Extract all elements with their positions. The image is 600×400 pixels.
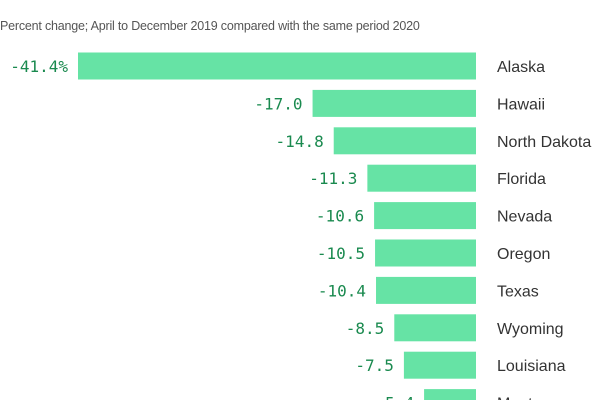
category-label: Montana — [497, 396, 559, 400]
data-label: -5.4 — [376, 394, 415, 400]
category-label: North Dakota — [497, 134, 591, 151]
data-label: -8.5 — [346, 319, 385, 338]
category-label: Oregon — [497, 246, 550, 263]
bar-alaska — [78, 52, 476, 80]
chart-subtitle: Percent change; April to December 2019 c… — [0, 19, 420, 33]
category-label: Hawaii — [497, 96, 545, 113]
bar-nevada — [374, 202, 476, 230]
data-label: -11.3 — [309, 169, 357, 188]
category-label: Alaska — [497, 59, 545, 76]
data-label: -10.5 — [317, 244, 365, 263]
bar-texas — [376, 276, 476, 304]
bar-wyoming — [394, 314, 476, 342]
bar-montana — [424, 389, 476, 400]
data-label: -17.0 — [254, 94, 302, 113]
category-label: Texas — [497, 283, 539, 300]
data-label: -14.8 — [276, 132, 324, 151]
category-label: Nevada — [497, 209, 552, 226]
category-label: Louisiana — [497, 358, 566, 375]
category-label: Florida — [497, 171, 546, 188]
bar-oregon — [375, 239, 476, 267]
data-label: -7.5 — [355, 356, 394, 375]
data-label: -10.4 — [318, 281, 366, 300]
bar-hawaii — [312, 89, 476, 117]
bar-north-dakota — [333, 127, 476, 155]
bar-florida — [367, 164, 476, 192]
data-label: -10.6 — [316, 207, 364, 226]
category-label: Wyoming — [497, 321, 564, 338]
bar-louisiana — [403, 351, 476, 379]
data-label: -41.4% — [10, 57, 68, 76]
